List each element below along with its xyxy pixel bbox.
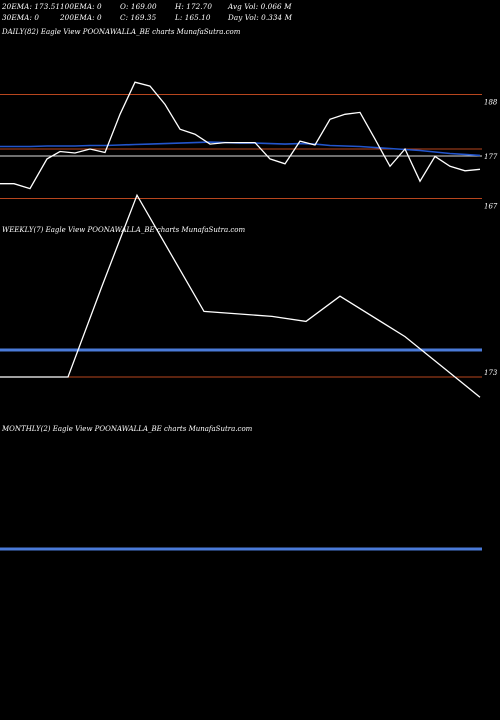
- header-avg-vol: Avg Vol: 0.066 M: [228, 2, 292, 11]
- header-high: H: 172.70: [175, 2, 213, 11]
- header-ema30: 30EMA: 0: [2, 13, 40, 22]
- weekly-level-label: 173: [484, 369, 498, 377]
- monthly-panel-title: MONTHLY(2) Eagle View POONAWALLA_BE char…: [2, 425, 253, 433]
- header-open: O: 169.00: [120, 2, 157, 11]
- header-ema200: 200EMA: 0: [60, 13, 102, 22]
- header-day-vol: Day Vol: 0.334 M: [228, 13, 293, 22]
- daily-level-label: 177: [484, 153, 498, 161]
- header-close: C: 169.35: [120, 13, 157, 22]
- daily-level-label: 188: [484, 99, 498, 107]
- header-ema20: 20EMA: 173.51: [2, 2, 61, 11]
- header-ema100: 100EMA: 0: [60, 2, 102, 11]
- daily-panel-title: DAILY(82) Eagle View POONAWALLA_BE chart…: [2, 28, 241, 36]
- daily-panel: 188 177 167: [0, 81, 498, 211]
- header-low: L: 165.10: [175, 13, 211, 22]
- daily-price-line: [0, 81, 481, 190]
- weekly-price-line: [0, 193, 481, 398]
- daily-level-label: 167: [484, 203, 498, 211]
- weekly-panel: 173: [0, 193, 498, 398]
